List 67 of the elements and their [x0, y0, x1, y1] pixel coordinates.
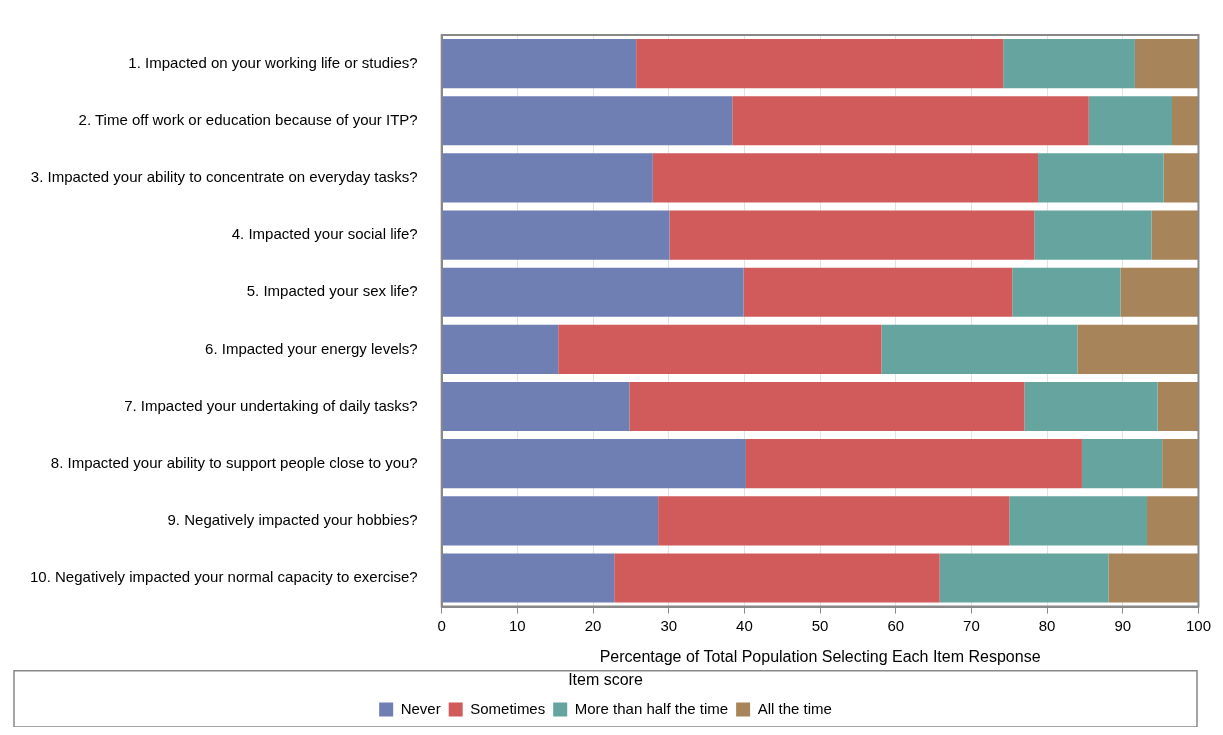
x-tick-label: 100: [1185, 616, 1211, 634]
x-tick-label: 80: [1038, 616, 1056, 634]
bar: [1120, 267, 1199, 317]
bar: [1134, 39, 1199, 89]
y-tick-label: 9. Negatively impacted your hobbies?: [167, 511, 418, 528]
bar: [442, 439, 746, 489]
x-tick-label: 70: [963, 616, 980, 634]
bar: [652, 153, 1039, 203]
bar: [1038, 153, 1164, 203]
bar: [558, 324, 882, 374]
y-tick-label: 3. Impacted your ability to concentrate on everyday tasks?: [30, 168, 418, 186]
x-axis-title: Percentage of Total Population Selecting Each Item Response: [599, 647, 1041, 665]
x-tick-label: 40: [736, 616, 753, 634]
bar: [881, 324, 1078, 374]
y-tick-label: 4. Impacted your social life?: [231, 225, 418, 243]
x-tick-label: 20: [584, 616, 602, 634]
x-tick-label: 10: [509, 616, 526, 634]
bar: [442, 381, 630, 432]
bar: [636, 39, 1004, 89]
y-tick-label: 8. Impacted your ability to support people close to you?: [50, 453, 418, 471]
legend-label: More than half the time: [574, 699, 729, 717]
bar: [442, 153, 653, 203]
bar: [1108, 553, 1199, 603]
bar: [1012, 267, 1121, 317]
legend-title: Item score: [568, 671, 643, 689]
bar: [1162, 439, 1199, 489]
bar: [1024, 381, 1158, 432]
bar: [629, 381, 1025, 432]
bar: [1088, 96, 1172, 146]
bar: [442, 496, 659, 546]
bar: [442, 267, 744, 317]
bar: [442, 553, 615, 603]
bar: [1147, 496, 1199, 546]
bar: [442, 324, 559, 374]
x-tick-label: 30: [660, 616, 678, 634]
bar: [1172, 96, 1199, 146]
bar: [442, 39, 637, 89]
legend-label: Never: [400, 699, 441, 717]
y-tick-label: 5. Impacted your sex life?: [246, 282, 418, 300]
bar: [1003, 39, 1135, 89]
bar: [1009, 496, 1148, 546]
bar: [1163, 153, 1199, 203]
bar: [732, 96, 1089, 146]
bar: [745, 439, 1082, 489]
bar: [1151, 210, 1199, 260]
legend-label: Sometimes: [470, 699, 546, 717]
bar: [614, 553, 940, 603]
y-tick-label: 2. Time off work or education because of your ITP?: [78, 110, 418, 128]
bar: [1077, 324, 1199, 374]
bar: [743, 267, 1013, 317]
y-tick-label: 1. Impacted on your working life or studies?: [128, 53, 418, 71]
bar: [1034, 210, 1152, 260]
x-tick-label: 0: [437, 616, 446, 634]
bar: [939, 553, 1109, 603]
legend-label: All the time: [757, 699, 832, 717]
bar: [1081, 439, 1163, 489]
y-tick-label: 10. Negatively impacted your normal capacity to exercise?: [30, 568, 418, 586]
bar: [669, 210, 1035, 260]
x-tick-label: 50: [811, 616, 829, 634]
y-tick-label: 7. Impacted your undertaking of daily tasks?: [124, 396, 418, 414]
y-tick-label: 6. Impacted your energy levels?: [205, 339, 418, 357]
x-tick-label: 60: [887, 616, 905, 634]
x-tick-label: 90: [1114, 616, 1132, 634]
bar: [442, 210, 670, 260]
bar: [1157, 381, 1199, 432]
bar: [658, 496, 1010, 546]
bar: [442, 96, 733, 146]
